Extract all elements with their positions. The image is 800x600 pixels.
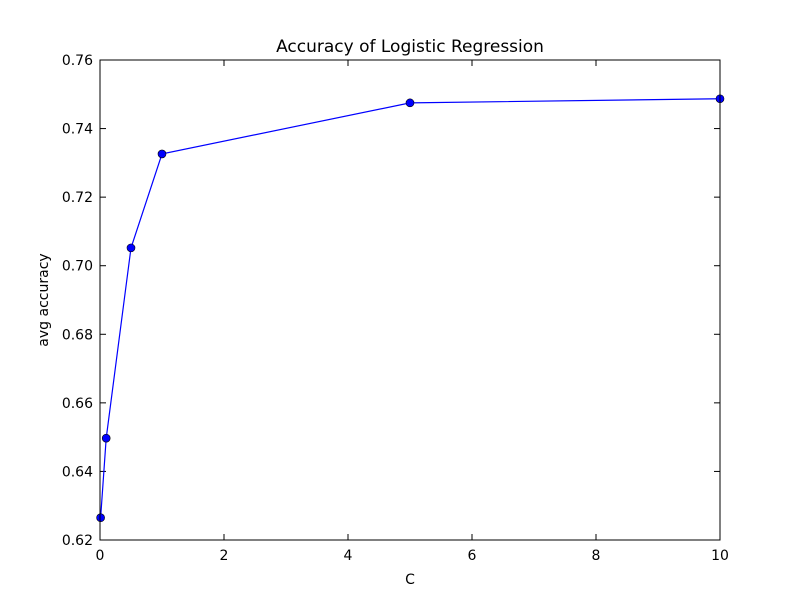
- data-point: [126, 243, 136, 253]
- series-line: [100, 98, 721, 518]
- y-tick-label: 0.68: [62, 327, 93, 343]
- data-point: [101, 433, 111, 443]
- y-tick-label: 0.74: [62, 122, 93, 138]
- y-tick-label: 0.76: [62, 53, 93, 69]
- x-tick-label: 2: [220, 548, 229, 564]
- chart-title: Accuracy of Logistic Regression: [276, 37, 544, 57]
- x-tick-label: 8: [592, 548, 601, 564]
- x-tick-label: 6: [468, 548, 477, 564]
- x-tick-label: 10: [711, 548, 729, 564]
- x-tick-label: 4: [344, 548, 353, 564]
- x-axis-title: C: [405, 572, 415, 588]
- y-axis-title: avg accuracy: [36, 253, 52, 346]
- x-tick-label: 0: [96, 548, 105, 564]
- data-point: [157, 149, 167, 159]
- y-tick-label: 0.62: [62, 533, 93, 549]
- data-point: [405, 98, 415, 108]
- y-tick-label: 0.64: [62, 464, 93, 480]
- y-tick-label: 0.66: [62, 396, 93, 412]
- y-tick-label: 0.72: [62, 190, 93, 206]
- y-tick-label: 0.70: [62, 259, 93, 275]
- data-point: [96, 513, 105, 523]
- plot-area: 0 2 4 6 8 10 0.62 0.64 0.66 0.68 0.70 0.72 0.74 0.76: [62, 53, 729, 564]
- axes-frame: [99, 59, 721, 541]
